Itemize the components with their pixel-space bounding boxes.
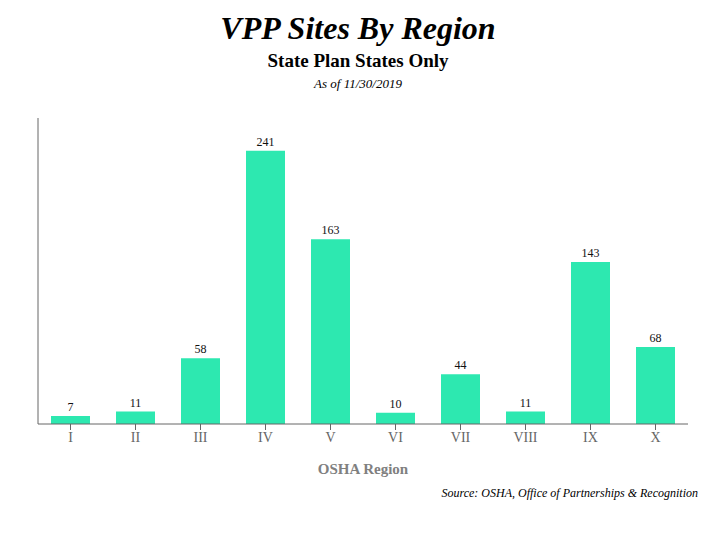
html-text:As of 11/30/2019: As of 11/30/2019: [314, 76, 402, 91]
svg-text:163: 163: [322, 223, 340, 237]
svg-text:11: 11: [520, 396, 532, 410]
svg-text:VI: VI: [388, 430, 403, 445]
svg-text:241: 241: [257, 135, 275, 149]
svg-text:X: X: [650, 430, 660, 445]
svg-text:10: 10: [390, 397, 402, 411]
svg-text:OSHA Region: OSHA Region: [318, 461, 409, 477]
svg-text:68: 68: [650, 331, 662, 345]
svg-text:VIII: VIII: [513, 430, 537, 445]
svg-text:VII: VII: [451, 430, 471, 445]
svg-text:III: III: [194, 430, 208, 445]
html-text:Source: OSHA, Office of Partne: Source: OSHA, Office of Partnerships & R…: [441, 486, 698, 500]
svg-text:IX: IX: [583, 430, 598, 445]
html-text:VPP Sites By Region: VPP Sites By Region: [220, 10, 496, 46]
html-text:State Plan States Only: State Plan States Only: [267, 50, 449, 71]
svg-text:11: 11: [130, 396, 142, 410]
svg-text:IV: IV: [258, 430, 273, 445]
svg-text:I: I: [68, 430, 73, 445]
svg-text:44: 44: [455, 358, 467, 372]
svg-text:V: V: [325, 430, 335, 445]
svg-text:58: 58: [195, 342, 207, 356]
svg-text:II: II: [131, 430, 141, 445]
svg-text:7: 7: [68, 400, 74, 414]
svg-text:143: 143: [582, 246, 600, 260]
